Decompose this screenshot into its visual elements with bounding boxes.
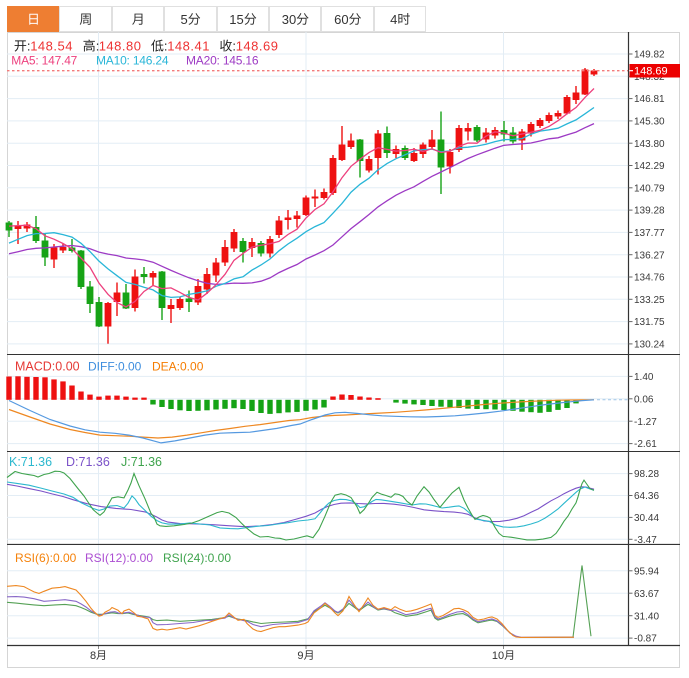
svg-text:MA20: 145.16: MA20: 145.16 [186,54,259,68]
svg-text:148.80: 148.80 [99,39,142,54]
svg-text:-1.27: -1.27 [634,417,657,428]
svg-text:136.27: 136.27 [634,250,665,261]
svg-text:143.80: 143.80 [634,139,665,150]
svg-text:J:71.36: J:71.36 [121,455,162,469]
svg-text:30.44: 30.44 [634,513,659,524]
svg-text:15: 15 [229,12,243,27]
svg-text:148.69: 148.69 [236,39,279,54]
svg-text:9: 9 [297,650,303,662]
svg-text::: : [27,39,31,54]
svg-text:-3.47: -3.47 [634,535,657,546]
svg-text::: : [164,39,168,54]
svg-text:8: 8 [90,650,96,662]
svg-text:31.40: 31.40 [634,611,659,622]
svg-text:63.67: 63.67 [634,589,659,600]
svg-text:MACD:0.00: MACD:0.00 [15,360,80,374]
svg-text:30: 30 [282,12,296,27]
svg-text:95.94: 95.94 [634,566,659,577]
svg-text:60: 60 [334,12,348,27]
svg-text:148.69: 148.69 [634,66,668,78]
svg-text:RSI(12):0.00: RSI(12):0.00 [85,551,153,565]
svg-text:-2.61: -2.61 [634,439,657,450]
svg-text:139.28: 139.28 [634,206,665,217]
svg-text:4: 4 [390,12,397,27]
svg-text:DEA:0.00: DEA:0.00 [152,360,204,374]
svg-text:146.81: 146.81 [634,94,665,105]
svg-text:MA5: 147.47: MA5: 147.47 [11,54,77,68]
svg-text:-0.87: -0.87 [634,634,657,645]
svg-text:D:71.36: D:71.36 [66,455,110,469]
svg-text:DIFF:0.00: DIFF:0.00 [88,360,142,374]
svg-text:10: 10 [492,650,504,662]
svg-text:134.76: 134.76 [634,273,665,284]
svg-text:133.25: 133.25 [634,295,665,306]
svg-text:RSI(24):0.00: RSI(24):0.00 [163,551,231,565]
svg-text:131.75: 131.75 [634,317,665,328]
svg-text::: : [96,39,100,54]
svg-text:1.40: 1.40 [634,372,654,383]
svg-text:5: 5 [181,12,188,27]
svg-text:149.82: 149.82 [634,50,665,61]
svg-text:RSI(6):0.00: RSI(6):0.00 [15,551,77,565]
svg-text:64.36: 64.36 [634,491,659,502]
svg-text:137.77: 137.77 [634,228,665,239]
svg-text:0.06: 0.06 [634,394,654,405]
svg-text:148.54: 148.54 [30,39,73,54]
svg-text:140.79: 140.79 [634,183,665,194]
svg-text:145.30: 145.30 [634,117,665,128]
svg-text::: : [232,39,236,54]
svg-text:148.41: 148.41 [167,39,210,54]
svg-text:130.24: 130.24 [634,340,665,351]
svg-text:K:71.36: K:71.36 [9,455,52,469]
svg-text:142.29: 142.29 [634,161,665,172]
svg-text:MA10: 146.24: MA10: 146.24 [96,54,169,68]
svg-text:98.28: 98.28 [634,469,659,480]
